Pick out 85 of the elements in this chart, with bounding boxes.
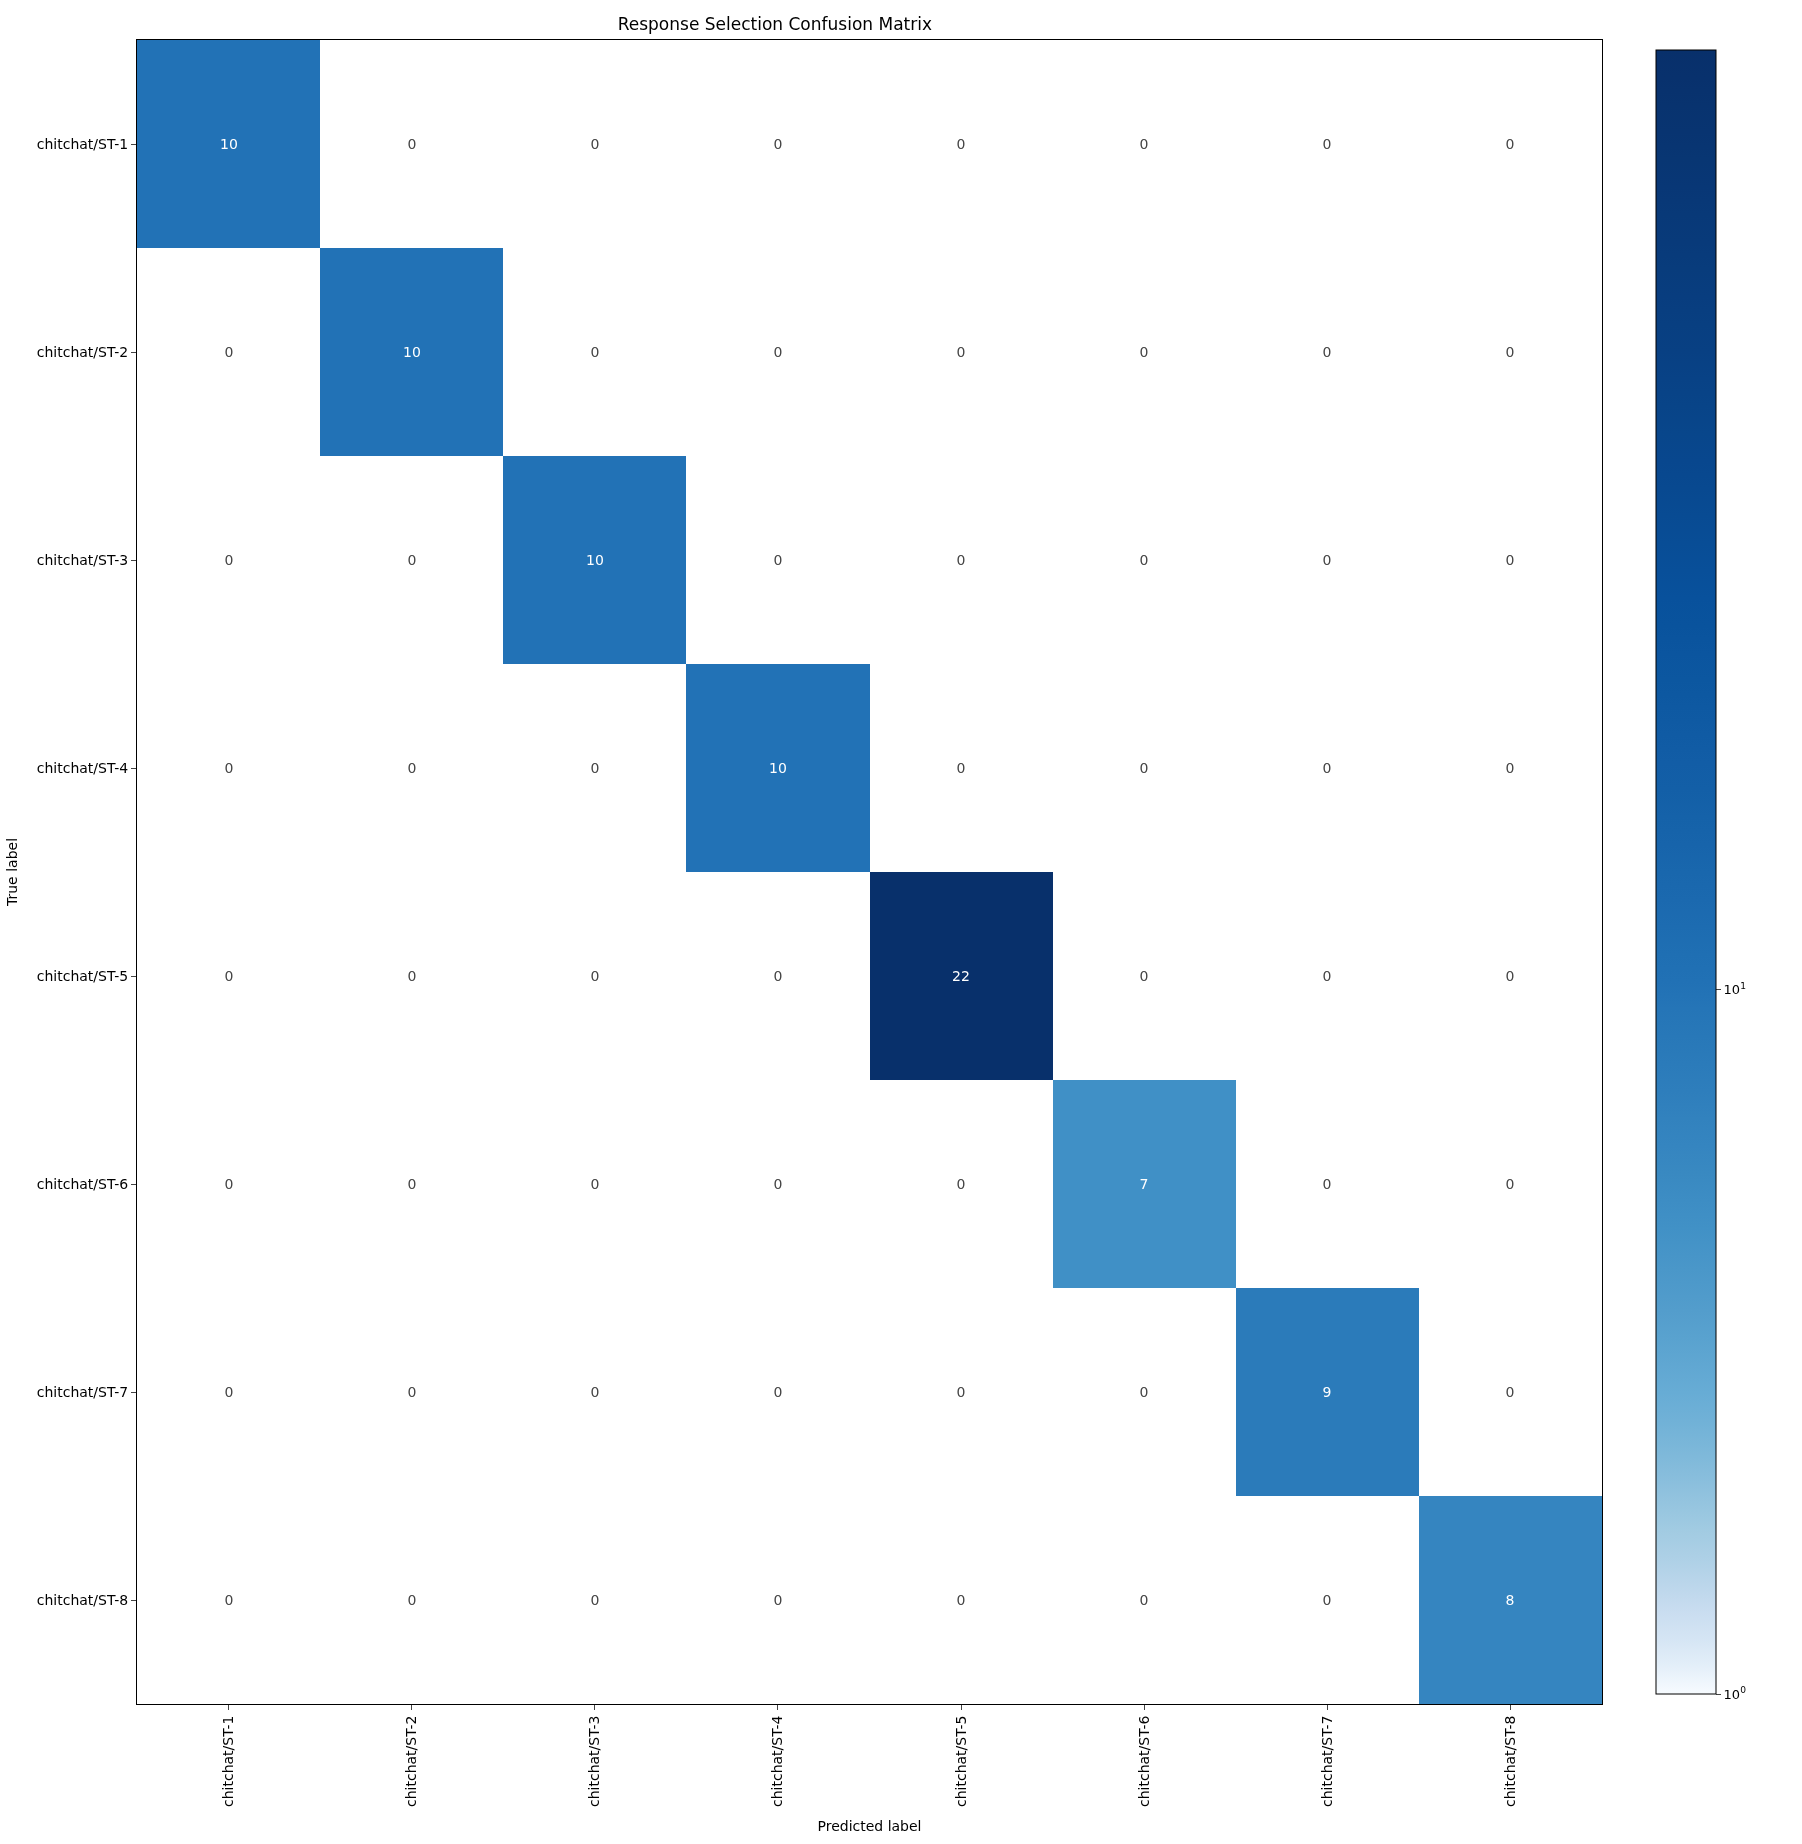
text: 0 [407,1175,417,1192]
y-tick-label: chitchat/ST-7 [36,1383,129,1400]
text: 0 [590,135,600,152]
text: 0 [1139,343,1149,360]
text: 0 [1505,135,1515,152]
y-tick-label: chitchat/ST-5 [36,967,129,984]
data-label: 10 [220,135,238,152]
text: 0 [1322,1591,1332,1608]
text: 0 [590,1383,600,1400]
text: 0 [224,1383,234,1400]
y-tick-label: chitchat/ST-4 [36,759,129,776]
text: 0 [590,1591,600,1608]
text: 0 [590,1175,600,1192]
text: 0 [224,343,234,360]
text: 0 [1322,967,1332,984]
text: 0 [773,1383,783,1400]
chart-title: Response Selection Confusion Matrix [617,14,933,35]
text: 0 [773,967,783,984]
x-tick-label: chitchat/ST-6 [1135,1715,1152,1808]
text: 0 [1139,1591,1149,1608]
text: 0 [956,1383,966,1400]
text: 0 [1505,1383,1515,1400]
text: 0 [1322,1175,1332,1192]
text: 0 [1139,135,1149,152]
text: 0 [224,1175,234,1192]
x-axis-title: Predicted label [817,1818,922,1835]
color-bar-label: 10$^{1}$ [1723,980,1746,997]
text: 0 [590,343,600,360]
text: 0 [1139,759,1149,776]
y-tick-label: chitchat/ST-8 [36,1591,129,1608]
text: 0 [773,343,783,360]
text: 0 [1322,343,1332,360]
text: 0 [1505,343,1515,360]
text: 0 [773,135,783,152]
text: 0 [773,551,783,568]
text: 0 [407,759,417,776]
y-tick-label: chitchat/ST-1 [36,135,129,152]
text: 0 [1139,967,1149,984]
x-tick-label: chitchat/ST-2 [403,1715,420,1808]
text: 0 [1505,967,1515,984]
data-label: 10 [769,759,787,776]
text: 0 [956,759,966,776]
text: 0 [1505,1175,1515,1192]
text: 0 [224,759,234,776]
text: 0 [407,1591,417,1608]
text: 0 [590,967,600,984]
text: 0 [956,1591,966,1608]
text: 0 [590,759,600,776]
x-tick-label: chitchat/ST-5 [952,1715,969,1808]
text: 0 [224,1591,234,1608]
text: 0 [1139,1383,1149,1400]
text: 0 [407,135,417,152]
text: 0 [224,551,234,568]
text: 0 [1139,551,1149,568]
data-label: 9 [1322,1383,1332,1400]
data-label: 10 [586,551,604,568]
y-tick-label: chitchat/ST-2 [36,343,129,360]
text: 0 [956,135,966,152]
color-bar-label: 10$^{0}$ [1723,1685,1747,1702]
data-label: 22 [952,967,970,984]
text: 0 [956,343,966,360]
y-axis-title: True label [4,837,21,908]
text: 0 [407,967,417,984]
x-tick-label: chitchat/ST-1 [220,1715,237,1808]
text: 0 [1505,551,1515,568]
y-tick-label: chitchat/ST-3 [36,551,129,568]
y-tick-label: chitchat/ST-6 [36,1175,129,1192]
text: 0 [956,1175,966,1192]
x-tick-label: chitchat/ST-3 [586,1715,603,1808]
text: 0 [956,551,966,568]
text: 0 [773,1591,783,1608]
data-label: 8 [1505,1591,1515,1608]
x-tick-label: chitchat/ST-7 [1318,1715,1335,1808]
text: 0 [1322,135,1332,152]
text: 0 [1505,759,1515,776]
text: 0 [773,1175,783,1192]
x-tick-label: chitchat/ST-4 [769,1715,786,1808]
text: 0 [224,967,234,984]
data-label: 10 [403,343,421,360]
text: 0 [407,551,417,568]
text: 0 [1322,551,1332,568]
data-label: 7 [1139,1175,1149,1192]
x-tick-label: chitchat/ST-8 [1501,1715,1518,1808]
text: 0 [407,1383,417,1400]
text: 0 [1322,759,1332,776]
